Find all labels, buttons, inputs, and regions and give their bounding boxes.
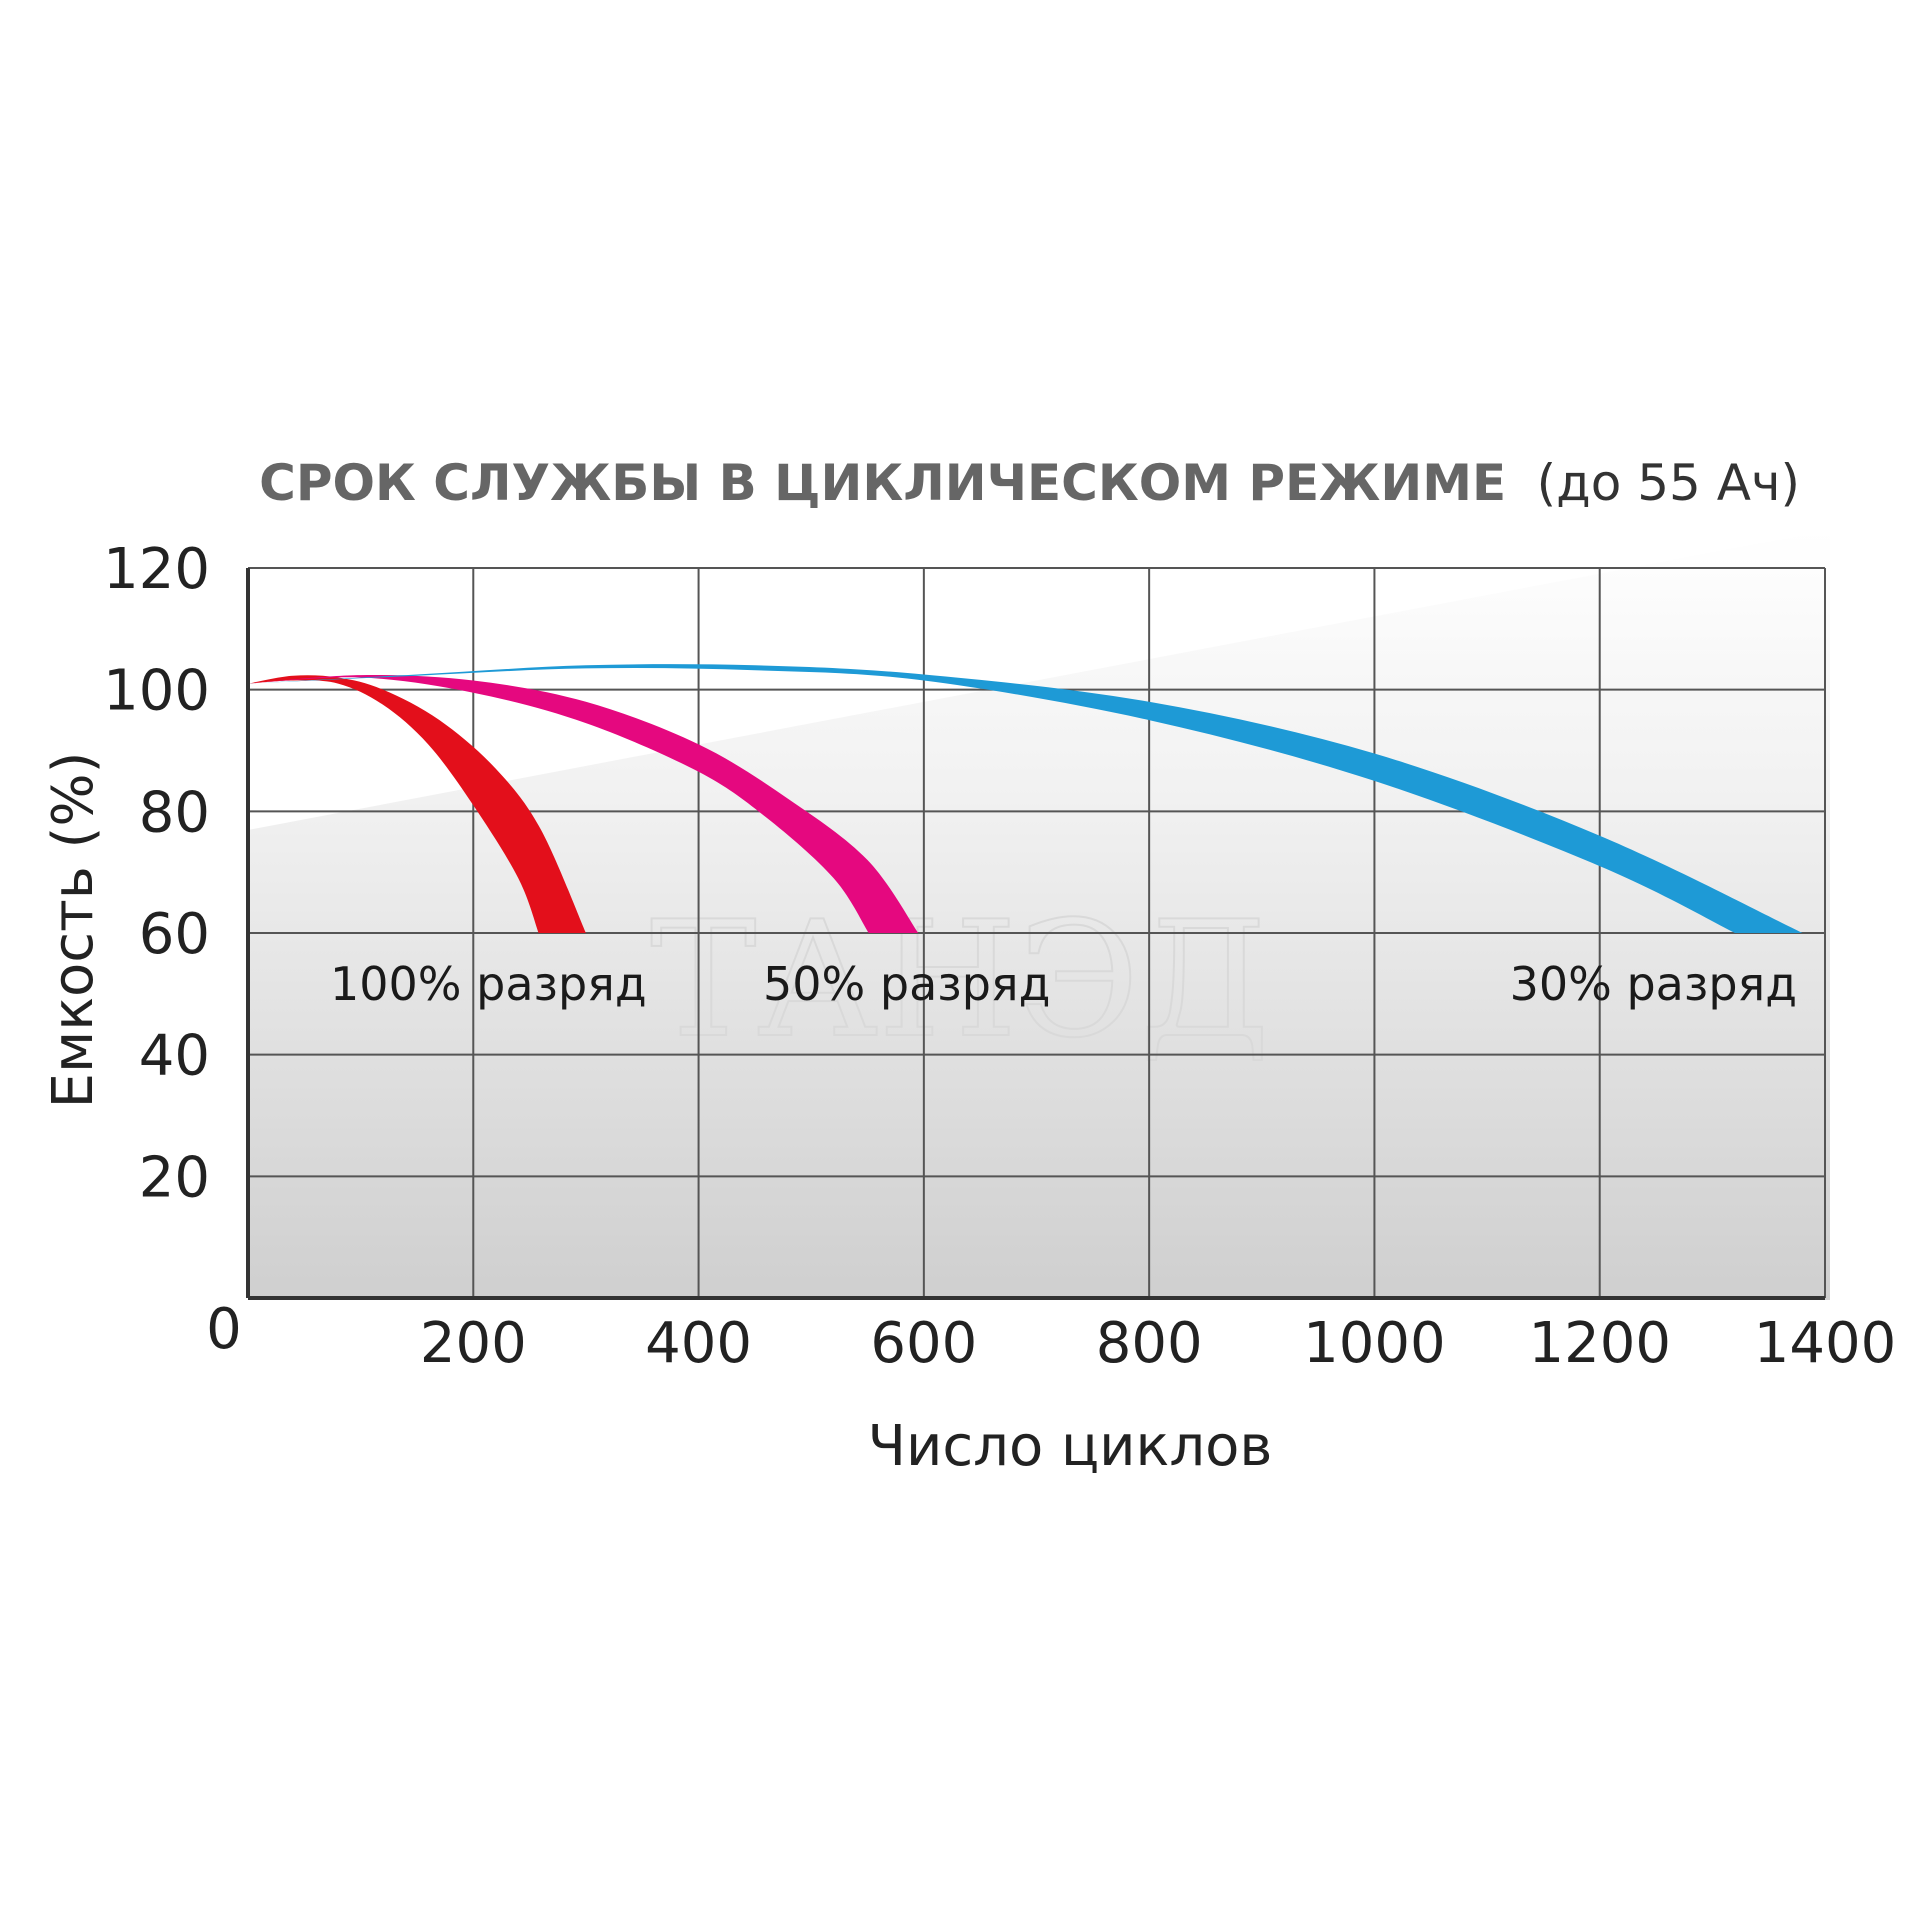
chart-title: СРОК СЛУЖБЫ В ЦИКЛИЧЕСКОМ РЕЖИМЕ (до 55 … xyxy=(259,454,1800,512)
x-tick-label: 1400 xyxy=(1754,1311,1897,1376)
y-tick-label: 120 xyxy=(103,537,210,602)
x-tick-label: 1000 xyxy=(1303,1311,1446,1376)
x-tick-label: 400 xyxy=(645,1311,752,1376)
y-tick-label: 100 xyxy=(103,659,210,724)
series-label-1: 100% разряд xyxy=(330,957,647,1011)
tick-labels: 0 200 400 600 800 1000 1200 1400 20 40 60 80 100 120 xyxy=(103,537,1896,1376)
plot-background xyxy=(248,530,1830,1300)
x-tick-label: 600 xyxy=(870,1311,977,1376)
axes xyxy=(246,568,1825,1300)
chart-subtitle: (до 55 Ач) xyxy=(1537,454,1800,512)
watermark: ТАНЭД xyxy=(650,886,1270,1073)
series-band-1 xyxy=(248,675,586,933)
x-axis-label: Число циклов xyxy=(868,1414,1273,1479)
y-tick-label: 40 xyxy=(139,1024,210,1089)
series-label-3: 30% разряд xyxy=(1510,957,1797,1011)
y-axis-label: Емкость (%) xyxy=(41,752,106,1109)
x-tick-label: 800 xyxy=(1096,1311,1203,1376)
series-band-3 xyxy=(248,664,1803,933)
y-tick-label: 80 xyxy=(139,780,210,845)
chart-title-main: СРОК СЛУЖБЫ В ЦИКЛИЧЕСКОМ РЕЖИМЕ xyxy=(259,454,1506,512)
series-band-2 xyxy=(248,675,919,933)
x-tick-label: 200 xyxy=(420,1311,527,1376)
x-tick-label: 0 xyxy=(206,1297,242,1362)
series-labels: 100% разряд 50% разряд 30% разряд xyxy=(330,957,1797,1011)
series-label-2: 50% разряд xyxy=(763,957,1050,1011)
series-bands xyxy=(248,664,1803,933)
y-tick-label: 60 xyxy=(139,902,210,967)
x-tick-label: 1200 xyxy=(1528,1311,1671,1376)
y-tick-label: 20 xyxy=(139,1145,210,1210)
